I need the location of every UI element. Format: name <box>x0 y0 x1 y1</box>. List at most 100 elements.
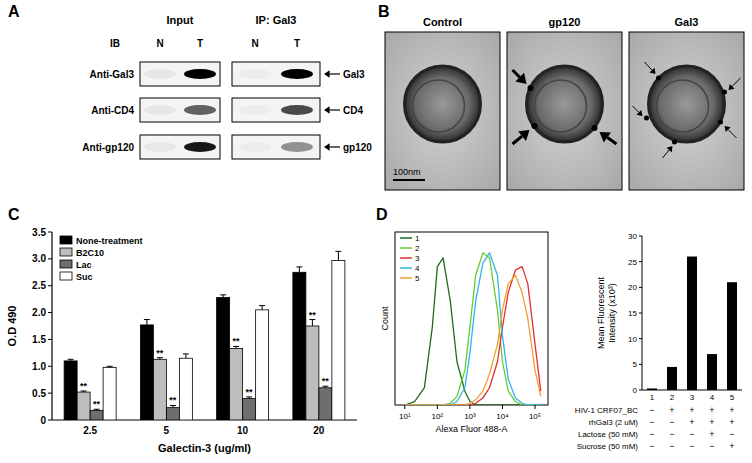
error-bar <box>183 354 189 358</box>
legend-label: B2C10 <box>76 248 104 258</box>
bar <box>687 257 697 390</box>
em-image <box>385 32 500 190</box>
condition-sign: + <box>709 429 714 439</box>
blot-strip <box>140 62 220 86</box>
arrow-head <box>324 70 330 77</box>
blot-strip <box>232 62 320 86</box>
lane-label: T <box>197 38 203 49</box>
arrow-shaft <box>607 138 616 144</box>
condition-label: Sucrose (50 mM) <box>577 442 639 451</box>
band-arrow <box>324 70 340 77</box>
arrow-shaft <box>330 109 340 110</box>
condition-label: rhGal3 (2 uM) <box>589 418 639 427</box>
arrow-shaft <box>732 78 740 86</box>
error-bar <box>259 306 265 310</box>
target-label: Gal3 <box>343 69 365 80</box>
virion-core <box>413 80 465 132</box>
condition-sign: + <box>669 405 674 415</box>
x-tick-label: 5 <box>164 425 170 436</box>
em-arrow <box>600 132 617 144</box>
blot-header: IP: Gal3 <box>256 14 297 26</box>
bar <box>667 367 677 390</box>
significance: ** <box>93 399 101 409</box>
bar <box>230 349 243 420</box>
bar <box>647 388 657 390</box>
significance: ** <box>156 348 164 358</box>
panel-label: D <box>376 206 388 223</box>
chart-d-bars: 05101520253012345Mean FluorescentIntensi… <box>575 232 742 451</box>
x-axis-label: Galectin-3 (ug/ml) <box>158 442 251 454</box>
x-tick-label: 10 <box>237 425 249 436</box>
error-bar <box>322 386 328 388</box>
arrow-shaft <box>330 146 340 147</box>
y-tick-label: 5 <box>633 360 638 369</box>
bar <box>319 388 332 420</box>
y-tick-label: 3.5 <box>32 227 46 238</box>
condition-sign: − <box>709 441 714 451</box>
virion <box>405 66 481 142</box>
x-tick <box>404 405 405 409</box>
error-bar <box>309 320 315 326</box>
arrow-head <box>649 68 655 74</box>
gold-particle <box>528 85 534 91</box>
x-tick-label: 10³ <box>464 412 476 421</box>
blot-band <box>144 69 176 79</box>
arrow-shaft <box>728 130 736 138</box>
significance: ** <box>80 381 88 391</box>
error-bar <box>68 359 74 361</box>
gold-particle <box>656 76 661 81</box>
image-title: gp120 <box>549 16 581 28</box>
em-arrow <box>729 78 741 90</box>
gold-particle <box>644 116 649 121</box>
em-image <box>629 32 744 190</box>
x-axis-label: Alexa Fluor 488-A <box>435 424 507 434</box>
arrow-shaft <box>513 70 520 77</box>
antibody-label: Anti-CD4 <box>91 105 134 116</box>
legend-label: 3 <box>415 254 420 263</box>
y-tick-label: 20 <box>628 283 637 292</box>
blot-band <box>144 105 176 115</box>
y-tick-label: 0 <box>633 386 638 395</box>
blot-band <box>184 142 216 152</box>
x-tick-label: 4 <box>710 393 715 402</box>
legend-label: 5 <box>415 274 420 283</box>
gold-particle <box>592 125 598 131</box>
bar <box>77 392 90 420</box>
error-bar <box>157 358 163 360</box>
x-tick-label: 2.5 <box>83 425 97 436</box>
error-bar <box>296 267 302 272</box>
y-tick-label: 0 <box>40 415 46 426</box>
arrow-shaft <box>663 150 670 158</box>
x-tick <box>469 405 470 409</box>
bar <box>707 354 717 390</box>
condition-sign: − <box>649 429 654 439</box>
y-axis-label: Count <box>380 306 390 331</box>
condition-sign: − <box>689 441 694 451</box>
condition-sign: + <box>729 417 734 427</box>
bars <box>647 257 737 390</box>
histogram-lines <box>405 253 541 405</box>
legend-swatch <box>60 236 72 244</box>
bar <box>90 410 103 420</box>
virion-core <box>535 80 587 132</box>
em-arrow <box>725 126 737 138</box>
legend-swatch <box>60 248 72 256</box>
lane-label: T <box>294 38 300 49</box>
gold-particle <box>722 90 727 95</box>
blot-strip <box>140 98 220 122</box>
y-tick-label: 10 <box>628 335 637 344</box>
legend-line <box>400 257 412 259</box>
blot-header: Input <box>167 14 194 26</box>
virion-core <box>657 80 709 132</box>
legend-label: 2 <box>415 244 420 253</box>
arrow-head <box>324 106 330 113</box>
lane-label: N <box>156 38 163 49</box>
histogram-line <box>405 253 541 405</box>
arrow-shaft <box>633 106 639 112</box>
y-tick-label: 30 <box>628 232 637 241</box>
panel-a: InputIP: Gal3IBNTNTAnti-Gal3Gal3Anti-CD4… <box>82 14 372 159</box>
bar <box>332 260 345 420</box>
x-tick-label: 5 <box>730 393 735 402</box>
y-tick-label: 25 <box>628 258 637 267</box>
x-tick <box>535 405 536 409</box>
